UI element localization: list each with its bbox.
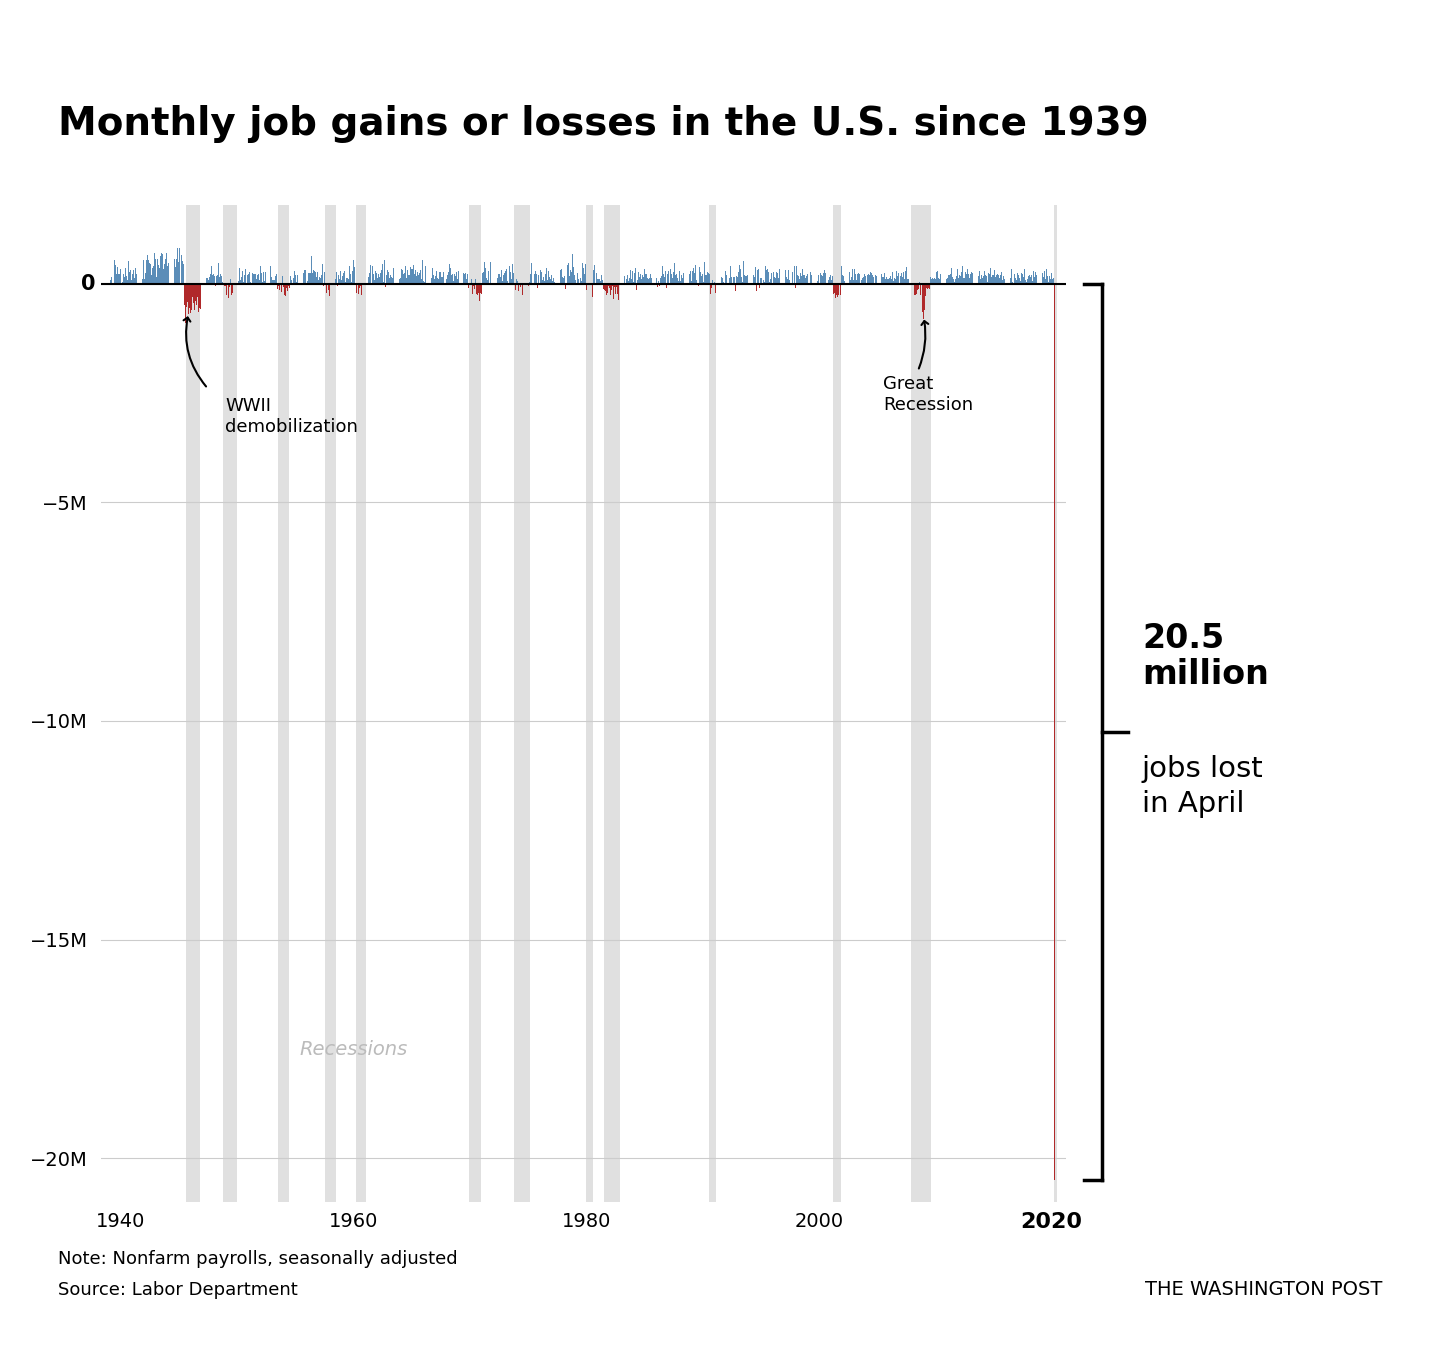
Bar xyxy=(223,205,238,1202)
Bar xyxy=(278,205,289,1202)
Text: Recessions: Recessions xyxy=(300,1040,408,1059)
Text: 0: 0 xyxy=(82,273,96,294)
Text: 20.5
million: 20.5 million xyxy=(1142,623,1269,691)
Bar xyxy=(603,205,619,1202)
Bar xyxy=(514,205,530,1202)
Bar xyxy=(468,205,481,1202)
Text: THE WASHINGTON POST: THE WASHINGTON POST xyxy=(1145,1280,1382,1299)
Text: Great
Recession: Great Recession xyxy=(883,376,973,414)
Bar xyxy=(710,205,717,1202)
Text: Monthly job gains or losses in the U.S. since 1939: Monthly job gains or losses in the U.S. … xyxy=(58,105,1148,143)
Bar xyxy=(186,205,200,1202)
Text: WWII
demobilization: WWII demobilization xyxy=(225,398,359,436)
Bar xyxy=(356,205,366,1202)
Bar xyxy=(586,205,593,1202)
Bar xyxy=(832,205,841,1202)
Text: jobs lost
in April: jobs lost in April xyxy=(1142,755,1264,818)
Text: Source: Labor Department: Source: Labor Department xyxy=(58,1281,297,1299)
Bar xyxy=(325,205,336,1202)
Bar xyxy=(912,205,930,1202)
Bar xyxy=(1054,205,1057,1202)
Text: Note: Nonfarm payrolls, seasonally adjusted: Note: Nonfarm payrolls, seasonally adjus… xyxy=(58,1250,458,1268)
